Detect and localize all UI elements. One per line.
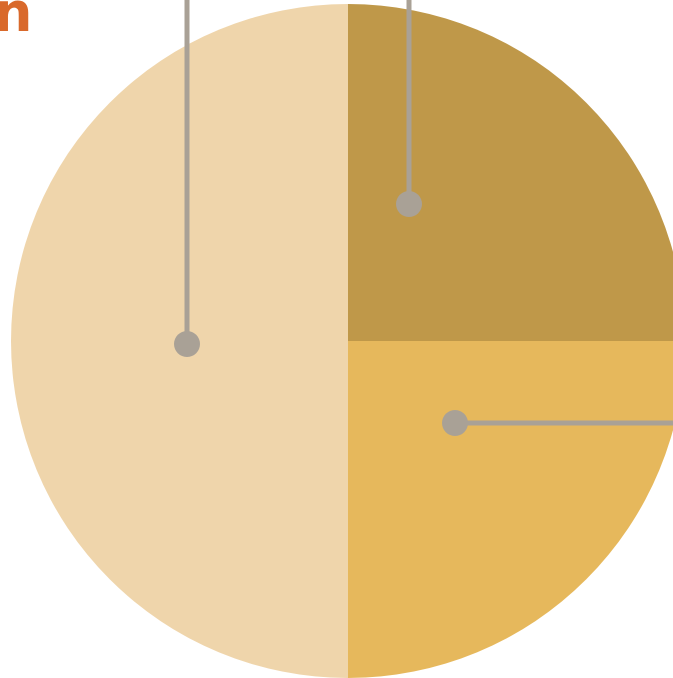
pie-callouts	[174, 0, 673, 436]
callout-dot-2	[442, 410, 468, 436]
pie-slice-2	[348, 341, 673, 678]
chart-title-fragment: n	[0, 0, 33, 44]
callout-dot-3	[174, 331, 200, 357]
pie-slice-1	[348, 4, 673, 341]
pie-slices	[11, 4, 673, 678]
callout-dot-1	[396, 191, 422, 217]
